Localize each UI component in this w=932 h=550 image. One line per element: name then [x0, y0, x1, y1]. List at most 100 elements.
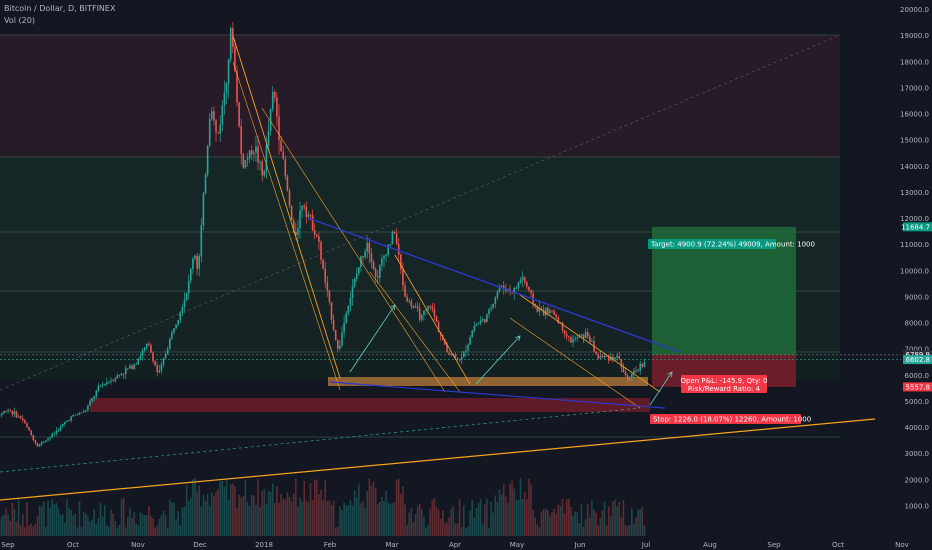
- candle-body: [538, 308, 541, 312]
- volume-bar: [633, 524, 635, 536]
- candle-body: [320, 241, 322, 260]
- candle-body: [450, 354, 453, 356]
- volume-bar: [217, 488, 219, 536]
- candle-body: [460, 357, 463, 360]
- volume-bar: [343, 502, 345, 536]
- candle-body: [242, 153, 245, 168]
- resistance-zone: [328, 377, 648, 386]
- volume-bar: [322, 500, 324, 536]
- candle-body: [250, 150, 253, 155]
- volume-bar: [576, 512, 579, 536]
- ratio-label: Risk/Reward Ratio: 4: [688, 385, 761, 393]
- trend-drawings[interactable]: [0, 34, 876, 501]
- volume-bar: [456, 523, 459, 536]
- volume-bar: [589, 517, 591, 536]
- volume-bar: [582, 526, 585, 536]
- candle-body: [523, 277, 526, 283]
- volume-bar: [164, 514, 167, 536]
- time-axis[interactable]: Sep Oct Nov Dec 2018 Feb Mar Apr May Jun Jul Aug Sep…: [0, 538, 932, 550]
- candle-body: [30, 430, 33, 436]
- candle-body: [456, 357, 459, 360]
- candle-body: [494, 297, 497, 304]
- volume-bar: [0, 520, 1, 536]
- candle-body: [133, 364, 135, 369]
- candle-body: [425, 309, 427, 311]
- volume-bar: [148, 506, 150, 536]
- volume-bar: [162, 510, 165, 536]
- volume-bar: [580, 504, 583, 536]
- candle-body: [586, 332, 589, 337]
- volume-bar: [234, 486, 236, 536]
- candle-body: [427, 305, 429, 310]
- candle-body: [570, 336, 572, 343]
- candle-body: [469, 337, 471, 345]
- candle-body: [276, 97, 278, 117]
- volume-bar: [208, 505, 211, 536]
- candle-body: [339, 345, 341, 349]
- volume-bar: [471, 500, 474, 536]
- candle-body: [271, 91, 274, 110]
- volume-bar: [99, 503, 102, 536]
- candle-body: [544, 308, 547, 316]
- target-label-bg: [648, 239, 776, 249]
- volume-bar: [530, 484, 532, 536]
- volume-bar: [303, 480, 306, 536]
- candle-body: [372, 261, 375, 270]
- y-tick-label: 13000.0: [900, 189, 929, 197]
- volume-bar: [236, 507, 238, 536]
- volume-bar: [427, 524, 429, 536]
- candle-body: [137, 358, 140, 365]
- volume-bar: [347, 505, 350, 536]
- volume-bar: [607, 506, 610, 536]
- volume-bar: [578, 523, 581, 536]
- volume-bar: [463, 504, 465, 536]
- candle-body: [57, 430, 60, 432]
- volume-bar: [521, 498, 524, 536]
- channel-1-upper: [232, 35, 341, 379]
- candle-body: [32, 435, 35, 441]
- volume-bar: [181, 507, 184, 536]
- channel-1-lower: [261, 107, 446, 393]
- volume-bar: [19, 525, 22, 536]
- volume-bar: [269, 491, 272, 536]
- candle-body: [269, 109, 272, 131]
- volume-bar: [263, 488, 266, 536]
- volume-bar: [358, 483, 360, 536]
- volume-bar: [40, 506, 43, 536]
- volume-bar: [24, 527, 26, 536]
- volume-bar: [523, 492, 526, 536]
- volume-bar: [215, 492, 217, 536]
- candle-body: [108, 382, 110, 383]
- candle-body: [341, 332, 343, 346]
- volume-bar: [553, 508, 555, 536]
- volume-bar: [11, 502, 14, 536]
- candle-body: [292, 219, 295, 233]
- volume-bar: [114, 521, 117, 536]
- candle-body: [576, 337, 579, 339]
- x-tick-label: Jul: [641, 541, 651, 549]
- candle-body: [492, 303, 495, 308]
- volume-bar: [379, 502, 381, 536]
- candle-body: [24, 420, 26, 424]
- candle-body: [181, 306, 184, 313]
- volume-bar: [250, 495, 253, 536]
- volume-bar: [599, 517, 602, 536]
- candle-body: [303, 205, 306, 207]
- candle-body: [429, 305, 432, 307]
- candle-body: [101, 384, 104, 386]
- volume-bar: [85, 513, 87, 536]
- candle-body: [267, 130, 270, 146]
- volume-bars: [0, 478, 646, 536]
- candle-body: [51, 433, 54, 437]
- candle-body: [595, 351, 597, 355]
- volume-bar: [383, 500, 385, 536]
- price-axis[interactable]: 1000.0 2000.0 3000.0 4000.0 5000.0 6000.0 7000…: [900, 0, 932, 550]
- volume-bar: [120, 499, 123, 536]
- volume-bar: [227, 499, 230, 536]
- volume-bar: [450, 508, 453, 536]
- volume-bar: [59, 514, 62, 536]
- volume-bar: [129, 507, 131, 536]
- candle-body: [248, 150, 251, 159]
- y-tick-label: 12000.0: [900, 215, 929, 223]
